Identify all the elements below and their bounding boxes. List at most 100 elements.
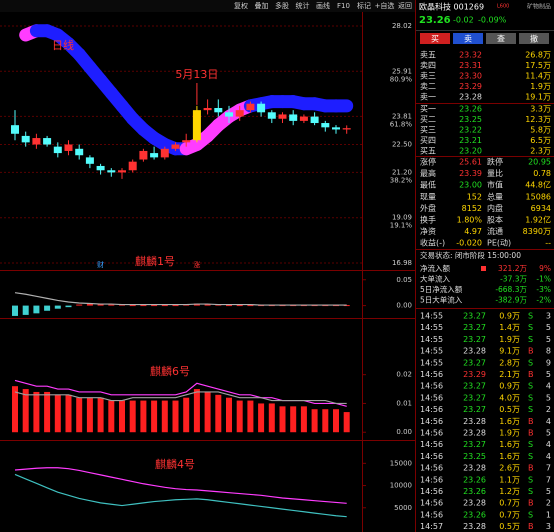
quote-text: 23.21 bbox=[459, 136, 482, 145]
indicator-bar bbox=[204, 391, 211, 433]
toolbar-button[interactable]: 画线 bbox=[316, 1, 330, 10]
quote-text: 1.9万 bbox=[499, 335, 520, 344]
quote-text: S bbox=[528, 358, 533, 367]
candle-body bbox=[182, 140, 191, 143]
candle-body bbox=[11, 125, 19, 134]
quote-text: 152 bbox=[467, 192, 482, 201]
toolbar-button[interactable]: 标记 bbox=[357, 1, 371, 10]
quote-text: 4 bbox=[546, 440, 551, 449]
toolbar-button[interactable]: +自选 bbox=[375, 1, 395, 10]
quote-text: 14:56 bbox=[420, 370, 443, 379]
chart-title: 日线 bbox=[52, 38, 74, 52]
quote-text: S bbox=[528, 323, 533, 332]
quote-text: 卖四 bbox=[420, 61, 436, 70]
quote-text: 5 bbox=[546, 370, 551, 379]
quote-text: 矿物制品 bbox=[527, 3, 551, 11]
quote-text: -0.02 bbox=[453, 16, 474, 25]
quote-text: 23.28 bbox=[463, 464, 486, 473]
quote-text: B bbox=[528, 347, 534, 356]
quote-text: 卖一 bbox=[420, 93, 436, 102]
trade-button[interactable] bbox=[486, 33, 516, 44]
trade-button-label[interactable]: 卖 bbox=[464, 35, 472, 44]
quote-text: 外盘 bbox=[420, 203, 436, 213]
toolbar-button[interactable]: 统计 bbox=[296, 1, 310, 10]
quote-text: 1.80% bbox=[457, 216, 483, 225]
quote-text: 8390万 bbox=[523, 227, 551, 236]
quote-text: 内盘 bbox=[487, 203, 503, 213]
toolbar-button[interactable]: 多股 bbox=[275, 1, 289, 10]
trade-button[interactable] bbox=[453, 33, 483, 44]
quote-text: 321.2万 bbox=[498, 264, 527, 273]
quote-text: S bbox=[528, 405, 533, 414]
quote-text: 23.27 bbox=[463, 405, 486, 414]
quote-text: 14:56 bbox=[420, 417, 443, 426]
indicator-title: 麒麟4号 bbox=[155, 457, 195, 471]
quote-text: B bbox=[528, 429, 534, 438]
quote-text: 26.8万 bbox=[525, 51, 551, 60]
quote-text: 23.32 bbox=[459, 51, 482, 60]
quote-text: 2.1万 bbox=[499, 370, 520, 379]
ratio-label: 80.9% bbox=[390, 75, 413, 83]
quote-text: 7 bbox=[546, 464, 551, 473]
quote-text: 最低 bbox=[420, 180, 436, 190]
trade-button-label[interactable]: 买 bbox=[431, 35, 439, 44]
indicator-line bbox=[14, 473, 347, 518]
quote-text: 0.7万 bbox=[499, 510, 520, 519]
quote-text: 14:55 bbox=[420, 335, 443, 344]
quote-text: 5 bbox=[546, 335, 551, 344]
indicator-bar bbox=[183, 397, 190, 433]
indicator-bar bbox=[258, 403, 265, 433]
trade-button-label[interactable]: 撤 bbox=[530, 34, 538, 44]
candle-body bbox=[278, 114, 287, 119]
indicator-bar bbox=[279, 406, 286, 433]
quote-text: PE(动) bbox=[487, 238, 511, 248]
quote-text: 14:56 bbox=[420, 382, 443, 391]
toolbar-button[interactable]: 复权 bbox=[234, 1, 248, 10]
quote-text: 14:57 bbox=[420, 522, 443, 531]
quote-text: 23.25 bbox=[459, 115, 482, 124]
quote-text: 19.1万 bbox=[525, 93, 551, 102]
indicator-line bbox=[14, 391, 347, 405]
candle-body bbox=[21, 135, 30, 143]
y-tick-label: 0.05 bbox=[396, 276, 412, 284]
quote-text: S bbox=[528, 452, 533, 461]
indicator-bar bbox=[151, 400, 158, 433]
trade-button[interactable] bbox=[420, 33, 450, 44]
indicator-bar bbox=[97, 304, 104, 306]
quote-text: 净资 bbox=[420, 226, 436, 236]
indicator-bar bbox=[22, 305, 29, 315]
quote-text: 卖二 bbox=[420, 82, 436, 91]
trade-button[interactable] bbox=[519, 33, 549, 44]
quote-text: 最高 bbox=[420, 168, 436, 178]
quote-text: -0.09% bbox=[478, 16, 507, 25]
quote-text: 14:56 bbox=[420, 510, 443, 519]
quote-text: 3 bbox=[546, 312, 551, 321]
candle-body bbox=[75, 148, 84, 156]
quote-text: 1.6万 bbox=[499, 417, 520, 426]
quote-text: 14:56 bbox=[420, 452, 443, 461]
quote-text: 买四 bbox=[420, 136, 436, 145]
y-tick-label: 0.01 bbox=[396, 399, 412, 407]
quote-text: B bbox=[528, 522, 534, 531]
quote-text: 5.8万 bbox=[530, 126, 551, 135]
trade-button-label[interactable]: 查 bbox=[497, 34, 505, 44]
toolbar-button[interactable]: F10 bbox=[337, 2, 350, 10]
toolbar-button[interactable]: 叠加 bbox=[255, 1, 269, 10]
quote-text: B bbox=[528, 464, 534, 473]
quote-text: 8 bbox=[546, 347, 551, 356]
quote-text: 23.26 bbox=[463, 510, 486, 519]
quote-text: 23.27 bbox=[463, 382, 486, 391]
quote-text: 买三 bbox=[420, 126, 436, 135]
ratio-label: 19.1% bbox=[390, 222, 413, 230]
quote-text: 9.1万 bbox=[499, 347, 520, 356]
indicator-bar bbox=[172, 305, 179, 307]
toolbar-button[interactable]: 返回 bbox=[398, 2, 412, 10]
candle-body bbox=[225, 112, 233, 117]
indicator-bar bbox=[151, 305, 158, 307]
y-tick-label: 22.50 bbox=[392, 141, 412, 149]
quote-text: 14:56 bbox=[420, 475, 443, 484]
quote-text: 23.27 bbox=[463, 312, 486, 321]
quote-text: 1.6万 bbox=[499, 440, 520, 449]
quote-text: 1.92亿 bbox=[525, 215, 551, 225]
indicator-bar bbox=[311, 409, 318, 433]
